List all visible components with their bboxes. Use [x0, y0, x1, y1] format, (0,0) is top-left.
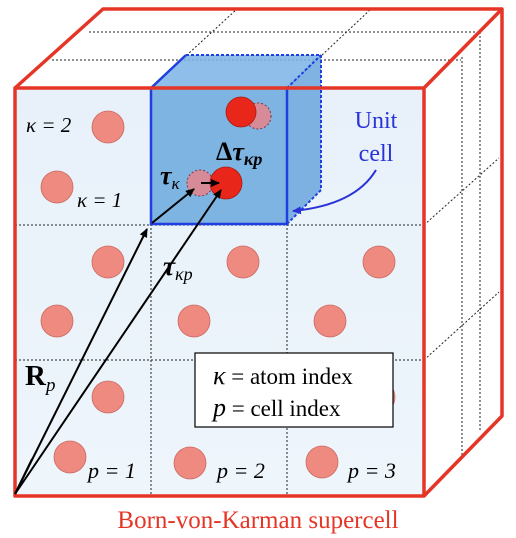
tau-kp-vector	[14, 189, 222, 495]
p1-label: p = 1	[86, 458, 136, 483]
atom	[40, 170, 74, 204]
atom	[177, 304, 211, 338]
unit-cell-label-line2: cell	[359, 141, 394, 167]
atom	[91, 110, 125, 144]
legend-box	[194, 352, 394, 428]
supercell-back-grid	[52, 8, 500, 460]
unit-cell-side-face	[287, 55, 321, 224]
legend-line-1: κ = atom index	[213, 361, 353, 390]
tau-kp-label: τκp	[163, 251, 193, 284]
unit-cell-callout-arrow	[292, 169, 377, 215]
displaced-atom-top	[225, 96, 257, 128]
kappa-1-label: κ = 1	[77, 188, 122, 212]
p3-label: p = 3	[346, 458, 396, 483]
atom	[91, 245, 125, 279]
supercell-outline	[13, 7, 504, 498]
atom	[40, 304, 74, 338]
atom	[53, 440, 87, 474]
unit-cell-label-line1: Unit	[355, 108, 398, 134]
unit-cell-top-face	[151, 55, 321, 88]
atom	[362, 245, 396, 279]
atom	[226, 245, 260, 279]
atom	[173, 446, 207, 480]
p2-label: p = 2	[215, 458, 265, 483]
position-vectors	[14, 179, 222, 495]
atoms	[40, 110, 396, 480]
atom	[305, 445, 339, 479]
kappa-2-label: κ = 2	[26, 113, 72, 137]
tau-k-vector	[151, 188, 195, 224]
legend-line-2: p = cell index	[211, 393, 341, 422]
atom	[91, 380, 125, 414]
Rp-label: Rp	[25, 360, 55, 396]
Rp-vector	[14, 228, 148, 495]
delta-tau-label: Δτκp	[216, 137, 262, 169]
atom	[313, 304, 347, 338]
tau-k-label: τκ	[160, 161, 181, 193]
caption: Born-von-Karman supercell	[117, 507, 398, 534]
